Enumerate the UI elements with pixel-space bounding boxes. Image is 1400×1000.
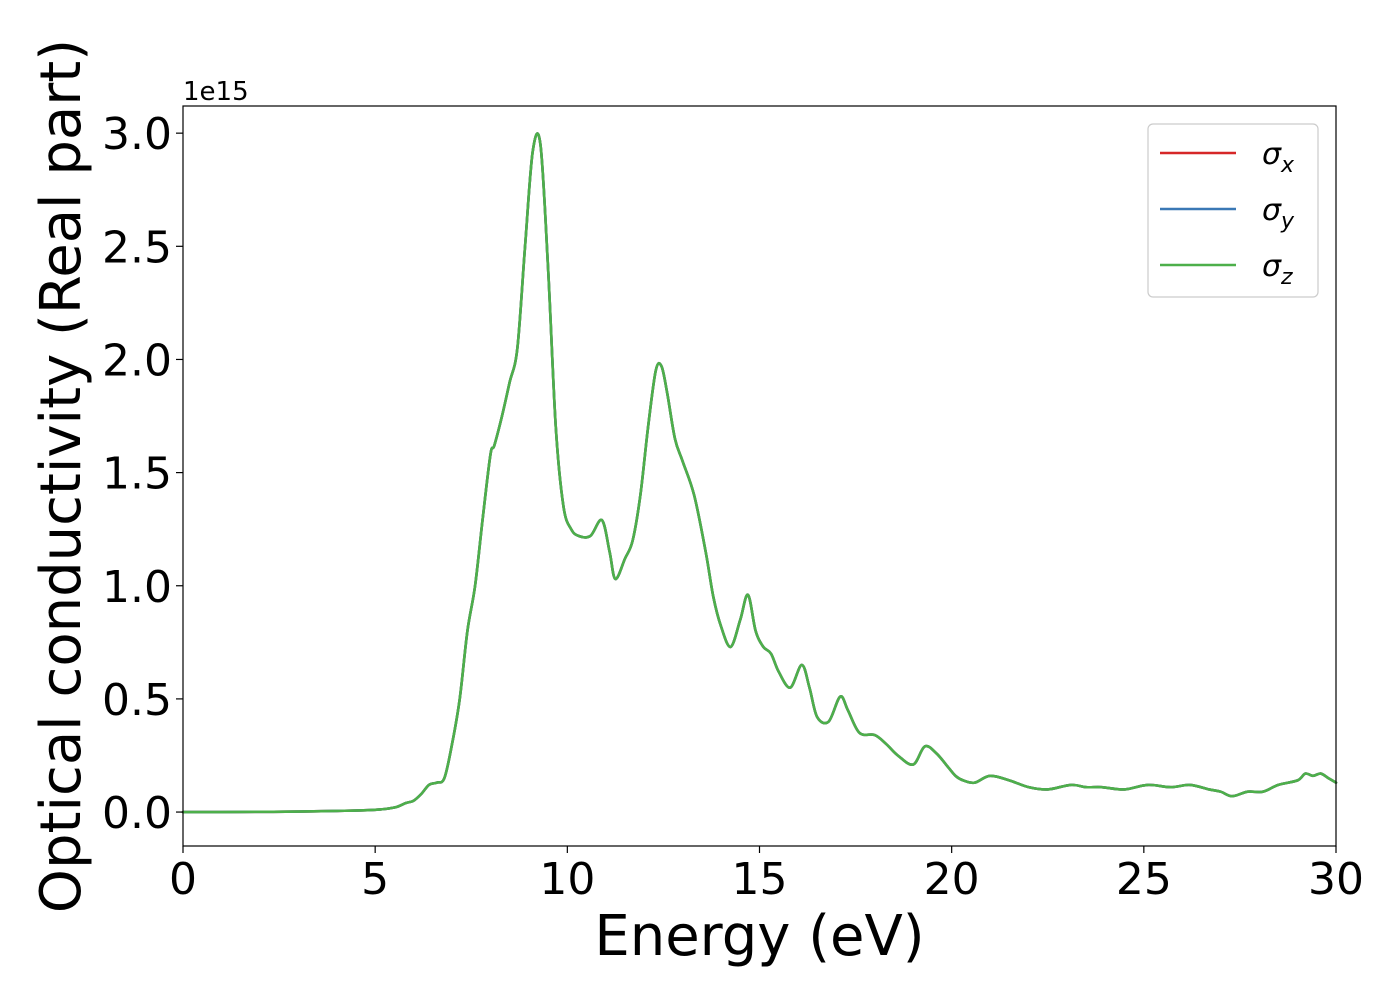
legend-label: σy [1262, 193, 1295, 234]
x-axis-label: Energy (eV) [594, 904, 924, 969]
y-tick-label: 1.0 [102, 562, 172, 613]
y-tick-label: 0.5 [102, 675, 172, 726]
y-axis-ticks: 0.0 0.5 1.0 1.5 2.0 2.5 3.0 [102, 109, 183, 839]
legend-box [1147, 123, 1319, 298]
y-axis-label: Optical conductivity (Real part) [29, 39, 94, 913]
y-tick-label: 1.5 [102, 449, 172, 500]
x-tick-label: 20 [924, 854, 980, 905]
legend-label: σz [1262, 249, 1293, 290]
x-tick-label: 15 [732, 854, 788, 905]
y-tick-label: 0.0 [102, 788, 172, 839]
x-tick-label: 5 [361, 854, 389, 905]
series-layer [181, 132, 1338, 814]
y-tick-label: 3.0 [102, 109, 172, 160]
legend-label: σx [1262, 137, 1295, 178]
x-tick-label: 0 [169, 854, 197, 905]
series-line-σz [181, 132, 1338, 814]
x-tick-label: 25 [1116, 854, 1172, 905]
y-offset-text: 1e15 [183, 77, 249, 107]
x-tick-label: 30 [1308, 854, 1364, 905]
y-tick-label: 2.5 [102, 222, 172, 273]
x-tick-label: 10 [539, 854, 595, 905]
y-tick-label: 2.0 [102, 335, 172, 386]
x-axis-ticks: 0 5 10 15 20 25 30 [169, 846, 1364, 905]
legend: σx σy σz [1147, 123, 1319, 298]
